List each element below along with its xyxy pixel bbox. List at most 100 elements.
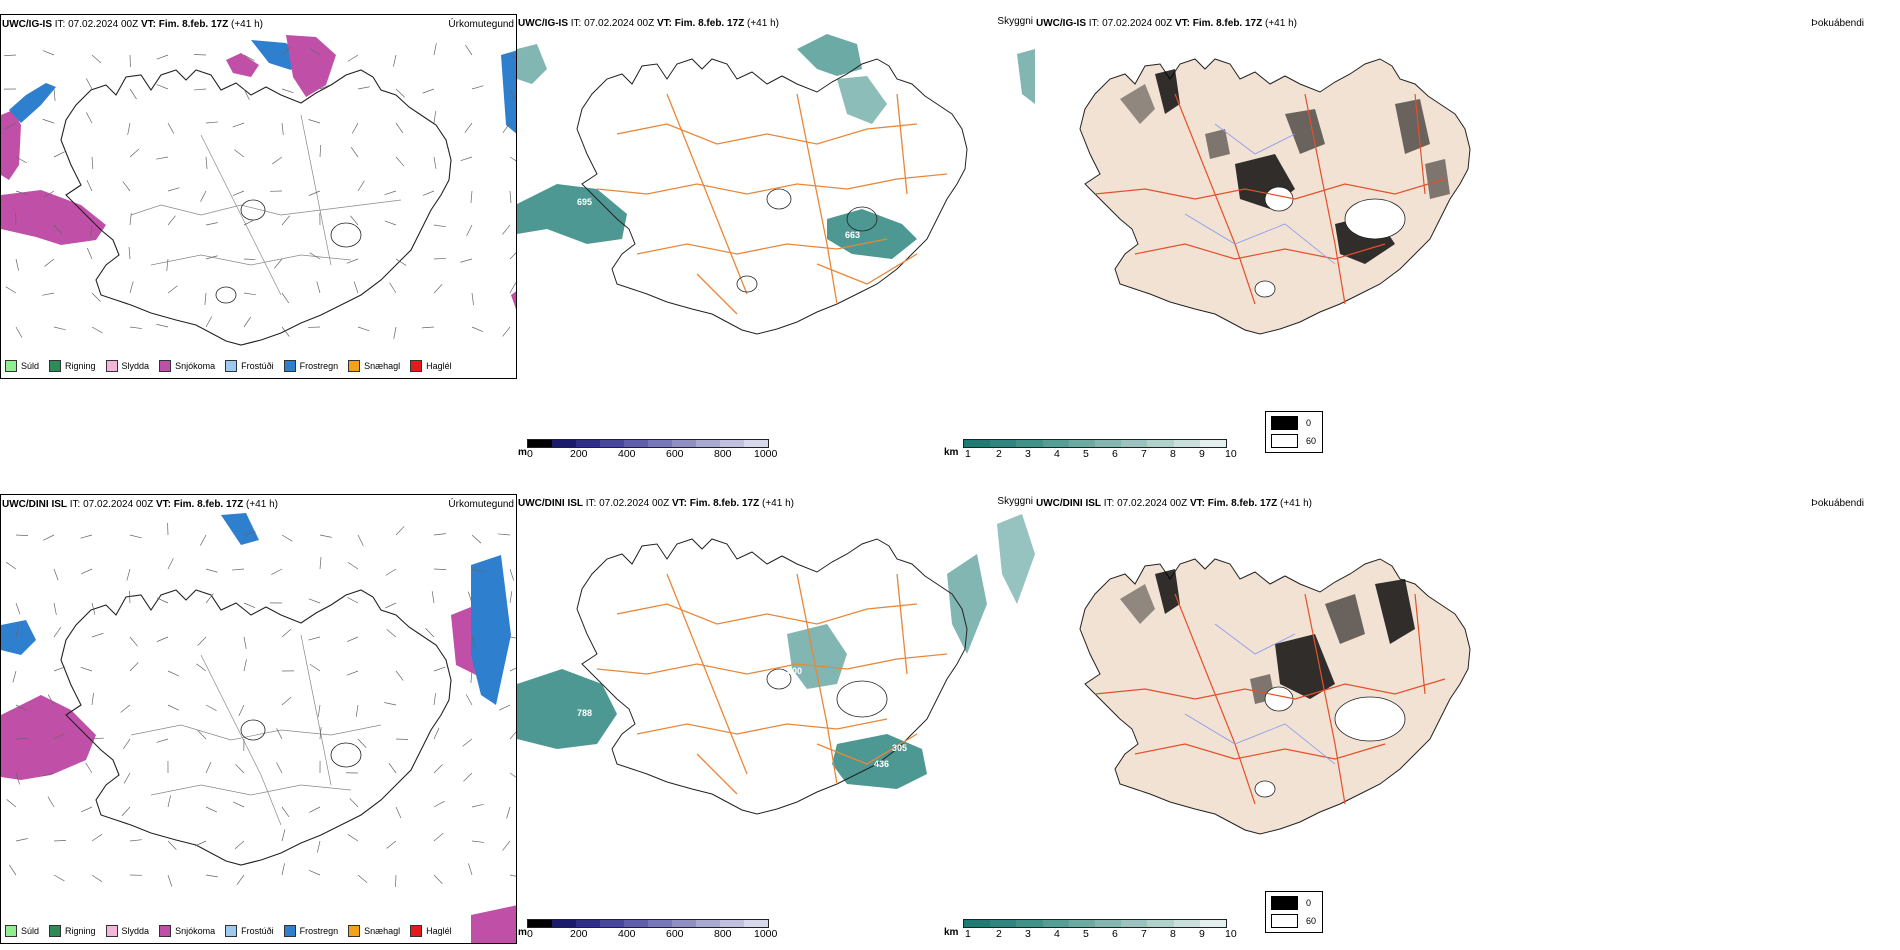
wind-barb (384, 702, 397, 706)
height-tick: 200 (570, 448, 588, 460)
wind-barb (243, 602, 256, 608)
wind-barb (281, 46, 291, 56)
wind-barb (156, 84, 169, 90)
legend-item-snjokoma: Snjókoma (159, 925, 215, 937)
legend-item-rigning: Rigning (49, 925, 96, 937)
wind-barb (433, 568, 447, 570)
wind-barb (129, 839, 142, 842)
wind-barb (86, 112, 93, 124)
height-unit: m (518, 447, 527, 458)
wind-barb (205, 874, 218, 878)
wind-barb (319, 727, 322, 740)
wind-barb (15, 838, 28, 842)
legend-item-frostudi: Frostúði (225, 925, 274, 937)
wind-barb (509, 282, 516, 294)
wind-barb (156, 738, 169, 743)
wind-barb (167, 840, 177, 850)
wind-barb (317, 704, 321, 717)
wind-barb (123, 772, 131, 784)
legend-item-snjokoma: Snjókoma (159, 360, 215, 372)
wind-barb (243, 258, 257, 260)
precip-panel-row2: UWC/DINI ISL IT: 07.02.2024 00Z VT: Fim.… (0, 494, 517, 944)
wind-barb (471, 803, 484, 808)
wind-barb (509, 772, 516, 778)
wind-barb (91, 834, 103, 842)
wind-barb (44, 258, 55, 267)
wind-barb (53, 840, 67, 842)
wind-barb (232, 122, 245, 128)
wind-barb (465, 694, 473, 706)
wind-barb (129, 636, 138, 647)
wind-barb (309, 252, 321, 260)
wind-barb (167, 874, 173, 887)
legend-item-snaehagl: Snæhagl (348, 925, 400, 937)
wind-barb (433, 727, 440, 740)
wind-barb (156, 54, 169, 60)
vis-tick: 5 (1083, 448, 1089, 460)
wind-barb (470, 670, 473, 683)
cloud-map-row1 (517, 34, 1035, 335)
wind-barb (91, 326, 103, 334)
wind-barb (5, 122, 17, 130)
precip-map-row2 (1, 513, 516, 943)
wind-barb (86, 247, 93, 260)
wind-barb (433, 43, 437, 56)
wind-barb (129, 326, 142, 329)
precip-legend-row2: Súld Rigning Slydda Snjókoma Frostúði Fr… (5, 925, 462, 937)
wind-barb (465, 44, 473, 56)
wind-barb (9, 864, 17, 876)
wind-barb (205, 568, 218, 573)
wind-barb (15, 190, 28, 195)
wind-barb (502, 122, 511, 133)
legend-swatch (105, 925, 118, 937)
precip-panel-row1: UWC/IG-IS IT: 07.02.2024 00Z VT: Fim. 8.… (0, 14, 517, 379)
wind-barb (395, 670, 404, 681)
wind-barb (129, 148, 140, 158)
height-tick: 800 (714, 448, 732, 460)
wind-barb (395, 526, 405, 536)
cloud-label-row1: Skyggni (997, 16, 1033, 27)
wind-barb (129, 281, 134, 294)
wind-barb (53, 224, 63, 235)
wind-barb (91, 693, 94, 706)
legend-swatch (410, 925, 423, 937)
wind-barb (433, 800, 445, 808)
wind-barb (281, 215, 290, 226)
wind-barb (422, 326, 435, 329)
vis-tick: 6 (1112, 448, 1118, 460)
legend-swatch (49, 360, 62, 372)
wind-barb (120, 704, 131, 713)
fog-title-row1: UWC/IG-IS IT: 07.02.2024 00Z VT: Fim. 8.… (1036, 18, 1297, 29)
wind-barb (281, 88, 294, 94)
wind-barb (243, 219, 255, 226)
wind-barb (395, 874, 397, 888)
height-unit: m (518, 927, 527, 938)
wind-barb (167, 215, 176, 226)
wind-barb (499, 704, 511, 711)
wind-barb (53, 326, 66, 331)
wind-barb (205, 761, 212, 774)
wind-barb (53, 733, 65, 740)
height-colorbar-row2: m 0 200 400 600 800 1000 (518, 919, 777, 940)
wind-barb (470, 190, 473, 203)
wind-barb (205, 121, 218, 124)
height-tick: 600 (666, 928, 684, 940)
legend-swatch (159, 925, 172, 937)
wind-barb (42, 50, 55, 56)
wind-barb (464, 122, 473, 133)
legend-swatch (5, 360, 17, 372)
wind-barb (395, 88, 405, 98)
wind-barb (509, 874, 516, 877)
wind-barb (167, 670, 180, 677)
wind-barb (395, 806, 402, 819)
wind-barb (357, 86, 370, 90)
wind-barb (194, 840, 207, 847)
wind-barb (471, 636, 476, 649)
wind-barb (502, 326, 511, 337)
wind-barb (509, 54, 516, 59)
wind-barb (395, 122, 404, 134)
wind-barb (433, 764, 443, 774)
wind-barb (509, 568, 515, 581)
wind-barb (235, 764, 245, 774)
legend-swatch (283, 925, 296, 937)
